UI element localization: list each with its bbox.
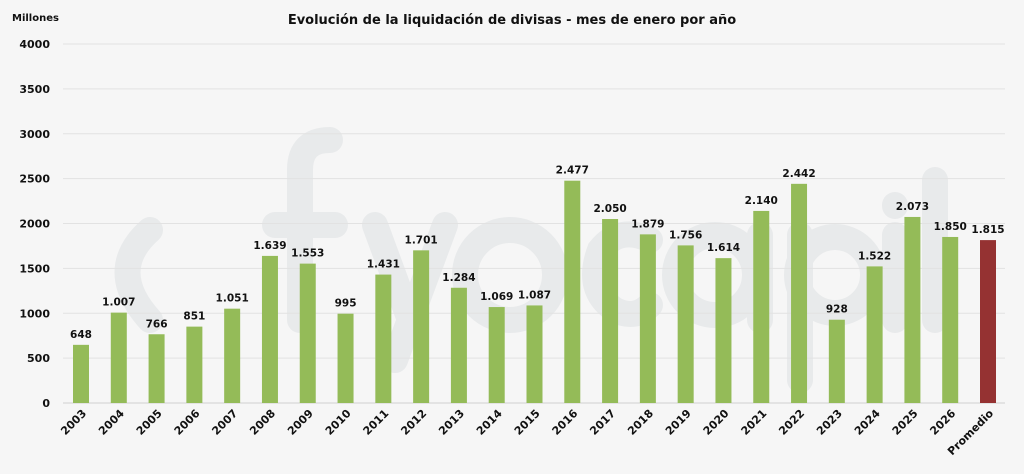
- bar-2012: [413, 250, 430, 403]
- data-label: 1.069: [480, 291, 513, 303]
- bar-2021: [753, 210, 770, 403]
- x-tick-label: 2009: [285, 407, 316, 438]
- bar-2019: [677, 245, 694, 403]
- y-tick-label: 4000: [19, 38, 50, 51]
- data-label: 1.815: [971, 224, 1004, 236]
- bar-promedio: [980, 240, 996, 403]
- x-tick-label: 2010: [323, 407, 354, 438]
- y-tick-label: 1500: [19, 262, 50, 275]
- bar-2023: [828, 319, 845, 403]
- x-tick-label: 2022: [776, 407, 807, 438]
- x-tick-label: 2004: [96, 407, 127, 438]
- bar-2024: [866, 266, 883, 403]
- data-label: 2.477: [556, 165, 589, 177]
- data-label: 1.553: [291, 248, 324, 260]
- x-tick-label: 2005: [134, 407, 165, 438]
- x-tick-label: 2014: [474, 407, 505, 438]
- bar-2022: [791, 183, 808, 403]
- x-tick-label: 2026: [927, 407, 958, 438]
- x-tick-label: 2011: [361, 407, 392, 438]
- data-label: 1.087: [518, 289, 551, 301]
- x-tick-label: 2015: [512, 407, 543, 438]
- bar-2006: [186, 326, 203, 403]
- data-label: 1.639: [253, 240, 286, 252]
- x-tick-label: 2006: [172, 407, 203, 438]
- data-label: 1.614: [707, 242, 740, 254]
- bar-2003: [73, 344, 89, 403]
- data-label: 1.007: [102, 297, 135, 309]
- data-label: 1.522: [858, 250, 891, 262]
- data-label: 1.051: [216, 293, 249, 305]
- x-tick-label: 2023: [814, 407, 845, 438]
- data-label: 1.284: [442, 272, 475, 284]
- data-label: 1.431: [367, 259, 400, 271]
- data-label: 851: [183, 311, 205, 323]
- bar-2011: [375, 274, 392, 403]
- x-tick-label: 2017: [587, 407, 618, 438]
- x-tick-label: 2003: [58, 407, 89, 438]
- x-tick-label: 2016: [550, 407, 581, 438]
- data-label: 1.879: [631, 218, 664, 230]
- x-tick-label: 2007: [209, 407, 240, 438]
- y-tick-label: 0: [42, 397, 50, 410]
- bar-2016: [564, 180, 581, 403]
- x-tick-label: 2019: [663, 407, 694, 438]
- y-tick-label: 2000: [19, 218, 50, 231]
- x-tick-label: 2012: [398, 407, 429, 438]
- data-label: 2.140: [745, 195, 778, 207]
- x-tick-label: 2013: [436, 407, 467, 438]
- x-tick-label: 2018: [625, 407, 656, 438]
- data-label: 2.050: [593, 203, 626, 215]
- y-tick-label: 500: [27, 352, 50, 365]
- data-label: 995: [335, 298, 357, 310]
- data-label: 928: [826, 304, 848, 316]
- y-axis-unit-label: Millones: [12, 13, 59, 24]
- bar-2013: [450, 287, 467, 403]
- bar-2015: [526, 305, 543, 403]
- bar-2004: [110, 312, 127, 403]
- bar-2010: [337, 313, 354, 403]
- data-label: 1.701: [405, 234, 438, 246]
- data-label: 766: [146, 318, 168, 330]
- y-tick-label: 3000: [19, 128, 50, 141]
- data-label: 2.442: [782, 168, 815, 180]
- x-tick-label: 2025: [890, 407, 921, 438]
- bar-2008: [261, 255, 278, 403]
- bar-2009: [299, 263, 316, 403]
- x-tick-label: 2020: [701, 407, 732, 438]
- x-tick-label: 2008: [247, 407, 278, 438]
- bar-2018: [639, 234, 656, 403]
- y-tick-label: 2500: [19, 173, 50, 186]
- bar-2007: [224, 308, 241, 403]
- chart-title: Evolución de la liquidación de divisas -…: [288, 13, 736, 28]
- data-label: 1.850: [934, 221, 967, 233]
- data-label: 2.073: [896, 201, 929, 213]
- bar-2026: [942, 236, 959, 403]
- bar-2005: [148, 334, 165, 403]
- bar-2020: [715, 258, 732, 403]
- x-tick-label: 2021: [739, 407, 770, 438]
- bar-2014: [488, 307, 505, 403]
- y-tick-label: 3500: [19, 83, 50, 96]
- y-tick-label: 1000: [19, 307, 50, 320]
- bar-2017: [602, 219, 619, 403]
- data-label: 1.756: [669, 229, 702, 241]
- data-label: 648: [70, 329, 92, 341]
- x-tick-label: 2024: [852, 407, 883, 438]
- bar-2025: [904, 216, 921, 403]
